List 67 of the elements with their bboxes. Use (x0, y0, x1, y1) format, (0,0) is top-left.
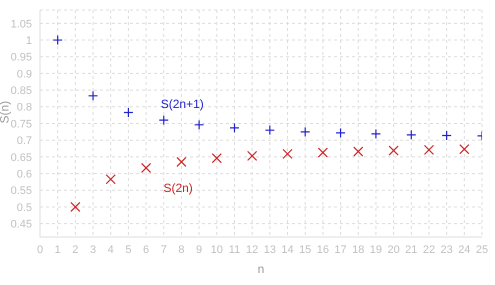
x-tick-label: 5 (125, 244, 132, 256)
x-axis-title: n (258, 262, 264, 276)
x-tick-label: 3 (90, 244, 96, 256)
point (247, 150, 258, 161)
x-tick-label: 19 (370, 244, 382, 256)
point (353, 146, 364, 157)
y-tick-label: 0.45 (10, 218, 32, 231)
point (459, 144, 470, 154)
y-tick-label: 0.85 (10, 85, 32, 98)
y-tick-label: 0.9 (16, 68, 32, 80)
point (300, 126, 310, 137)
x-tick-label: 0 (36, 244, 44, 256)
point (335, 128, 346, 138)
x-tick-label: 22 (422, 244, 436, 256)
series-label: S(2n) (163, 180, 193, 195)
x-tick-label: 4 (108, 244, 114, 256)
point (106, 174, 116, 184)
y-tick-label: 0.65 (10, 152, 32, 164)
y-tick-label: 1.05 (10, 18, 32, 30)
x-tick-label: 24 (458, 244, 470, 256)
x-tick-label: 16 (316, 244, 330, 256)
point (212, 153, 222, 164)
x-tick-label: 7 (160, 244, 167, 256)
point (70, 202, 80, 212)
x-tick-label: 8 (178, 244, 185, 256)
point (140, 162, 152, 173)
y-tick-label: 0.5 (16, 202, 32, 214)
point (194, 120, 204, 130)
y-tick-label: 0.8 (16, 102, 32, 114)
x-tick-label: 20 (387, 244, 400, 256)
x-tick-label: 25 (476, 244, 488, 256)
x-tick-label: 18 (352, 244, 364, 256)
point (176, 156, 187, 167)
x-tick-label: 11 (228, 244, 240, 256)
x-tick-label: 9 (196, 244, 202, 256)
point (52, 34, 63, 46)
x-tick-label: 21 (405, 244, 418, 256)
y-tick-label: 0.6 (16, 168, 32, 180)
x-tick-label: 15 (299, 244, 312, 256)
x-tick-label: 10 (210, 244, 223, 256)
point (158, 115, 169, 126)
x-tick-label: 12 (246, 244, 258, 256)
y-tick-label: 0.95 (10, 52, 32, 64)
point (424, 144, 434, 155)
point (388, 145, 399, 156)
point (442, 130, 452, 141)
y-tick-label: 0.7 (16, 135, 32, 148)
series-label: S(2n+1) (160, 97, 204, 112)
point (264, 125, 275, 136)
point (282, 148, 293, 159)
x-tick-label: 13 (264, 244, 276, 256)
x-tick-label: 1 (54, 244, 61, 256)
x-tick-label: 14 (281, 244, 294, 256)
point (370, 128, 382, 139)
point (229, 122, 240, 133)
point (406, 130, 416, 140)
y-tick-label: 1 (26, 34, 32, 47)
y-tick-label: 0.55 (10, 185, 32, 198)
point (123, 107, 134, 118)
point (318, 147, 328, 158)
x-tick-label: 17 (334, 244, 347, 256)
point (88, 90, 98, 101)
y-tick-label: 0.75 (10, 118, 32, 130)
x-tick-label: 6 (143, 244, 150, 256)
x-tick-label: 23 (440, 244, 453, 256)
x-tick-label: 2 (72, 244, 78, 256)
y-axis-title: S(n) (0, 100, 12, 124)
